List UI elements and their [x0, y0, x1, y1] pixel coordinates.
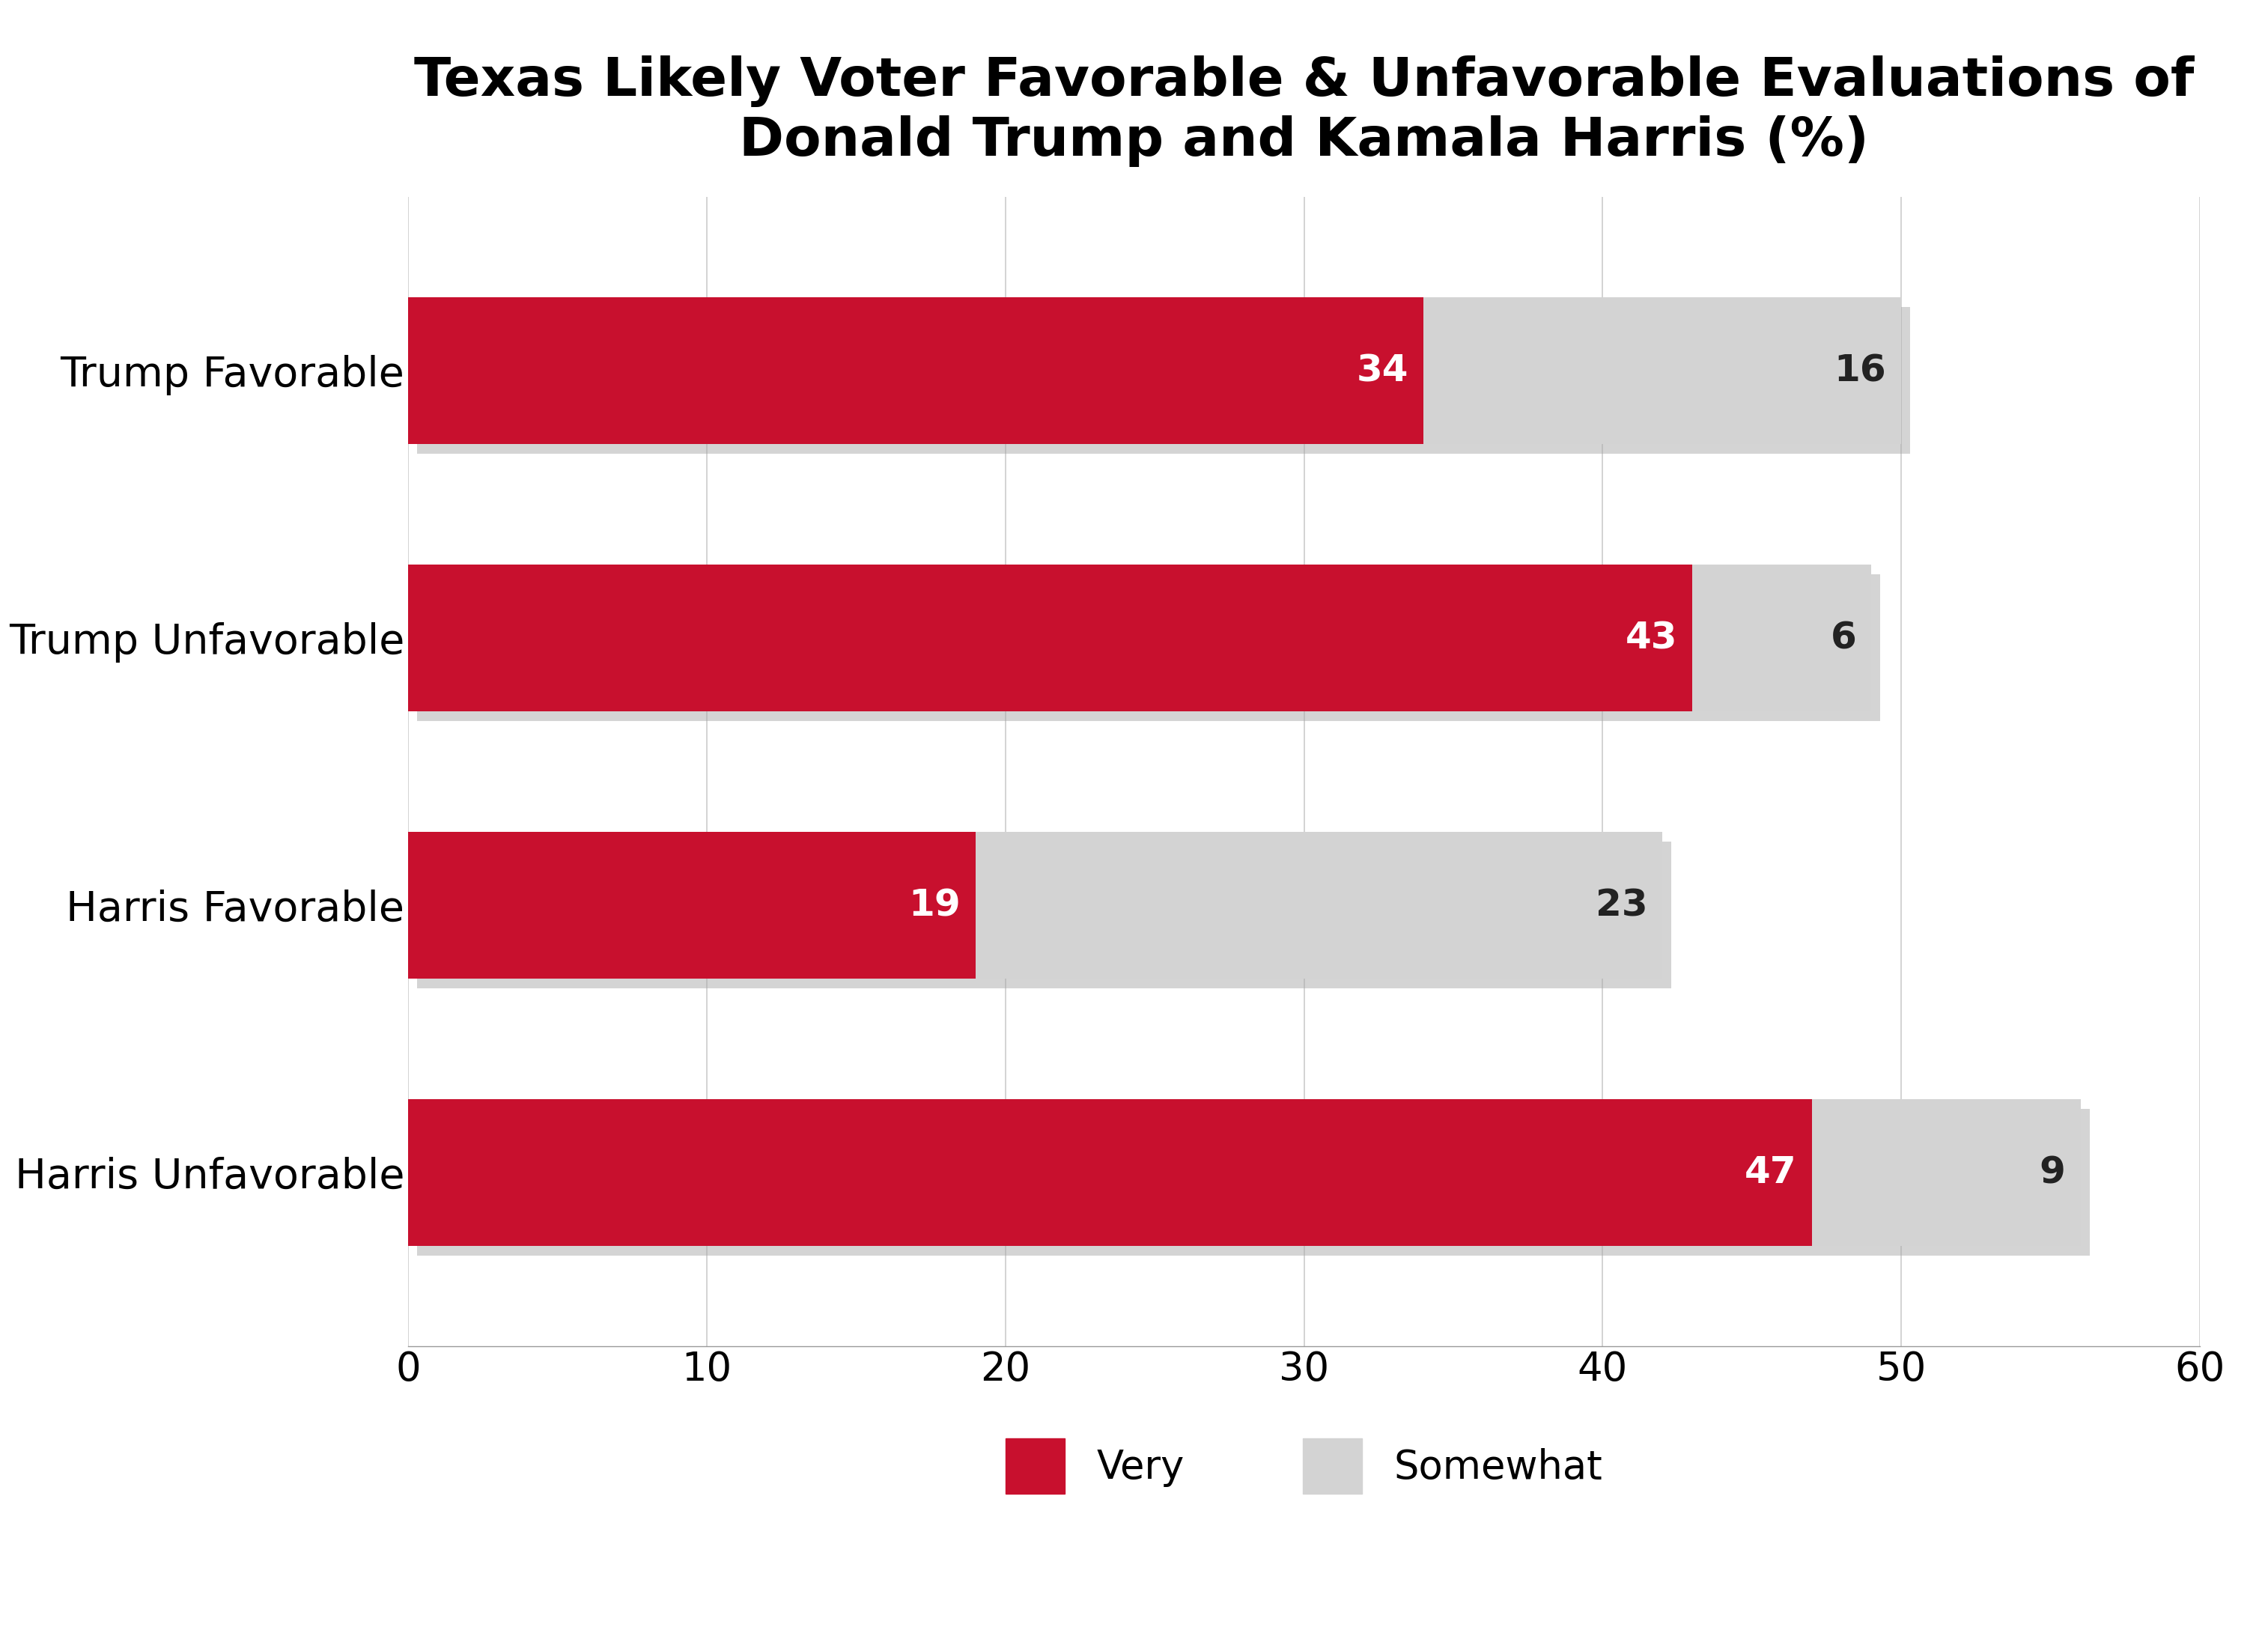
Text: 43: 43	[1626, 621, 1678, 657]
Text: 16: 16	[1835, 353, 1887, 389]
Bar	[417, 575, 1880, 721]
Bar	[417, 307, 1910, 453]
Text: 6: 6	[1830, 621, 1857, 657]
Bar	[1692, 565, 1871, 711]
Bar	[417, 841, 1672, 988]
Text: 47: 47	[1744, 1154, 1796, 1190]
Legend: Very, Somewhat: Very, Somewhat	[966, 1399, 1642, 1534]
Bar	[408, 1098, 1812, 1246]
Text: 9: 9	[2039, 1154, 2066, 1190]
Bar	[408, 297, 1424, 445]
Bar	[1812, 1098, 2080, 1246]
Bar	[1424, 297, 1901, 445]
Title: Texas Likely Voter Favorable & Unfavorable Evaluations of
Donald Trump and Kamal: Texas Likely Voter Favorable & Unfavorab…	[415, 56, 2193, 167]
Bar	[417, 1108, 2089, 1256]
Text: 19: 19	[909, 887, 962, 923]
Bar	[408, 832, 975, 979]
Bar	[975, 832, 1662, 979]
Text: 34: 34	[1356, 353, 1408, 389]
Text: 23: 23	[1594, 887, 1647, 923]
Bar	[408, 565, 1692, 711]
